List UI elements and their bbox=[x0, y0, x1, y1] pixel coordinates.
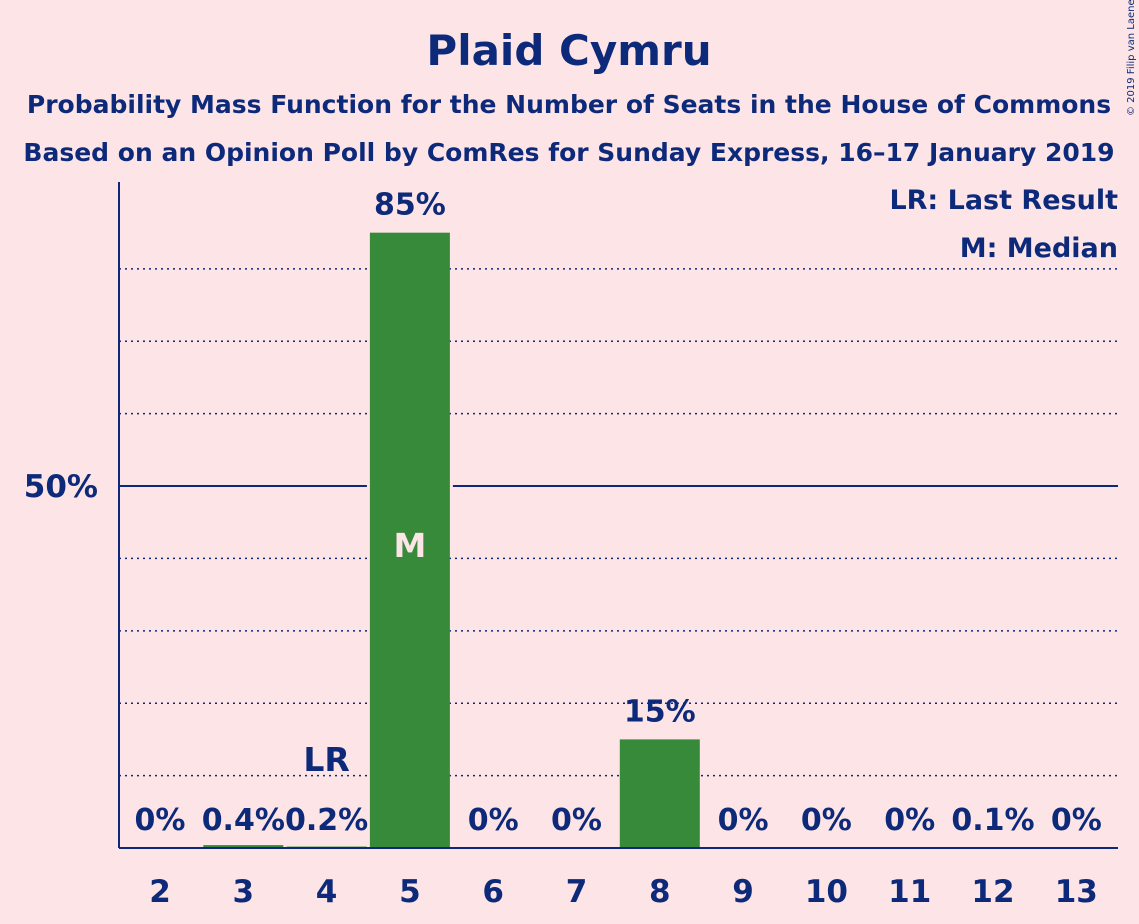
x-tick-label-11: 11 bbox=[888, 874, 931, 910]
legend-median: M: Median bbox=[960, 233, 1118, 264]
median-marker: M bbox=[393, 526, 426, 565]
x-tick-label-12: 12 bbox=[971, 874, 1014, 910]
x-tick-label-6: 6 bbox=[482, 874, 504, 910]
data-label-9: 0% bbox=[718, 803, 769, 838]
data-label-12: 0.1% bbox=[951, 803, 1034, 838]
data-label-13: 0% bbox=[1051, 803, 1102, 838]
x-tick-label-10: 10 bbox=[805, 874, 848, 910]
chart-title: Plaid Cymru bbox=[426, 26, 711, 75]
bar-5 bbox=[369, 232, 450, 848]
data-label-6: 0% bbox=[468, 803, 519, 838]
chart-subtitle-1: Probability Mass Function for the Number… bbox=[27, 90, 1111, 119]
bar-gap-left-5 bbox=[366, 484, 370, 489]
bar-gap-right-5 bbox=[449, 484, 453, 489]
data-label-5: 85% bbox=[374, 188, 446, 223]
axes: 50% 2 3 4 5 6 7 8 9 10 11 12 13 bbox=[24, 182, 1118, 910]
data-label-10: 0% bbox=[801, 803, 852, 838]
x-tick-label-7: 7 bbox=[566, 874, 588, 910]
data-label-7: 0% bbox=[551, 803, 602, 838]
y-tick-label-50: 50% bbox=[24, 469, 98, 505]
legend-last-result: LR: Last Result bbox=[889, 185, 1118, 216]
data-label-4: 0.2% bbox=[285, 803, 368, 838]
data-label-2: 0% bbox=[135, 803, 186, 838]
x-tick-label-2: 2 bbox=[149, 874, 171, 910]
data-label-11: 0% bbox=[884, 803, 935, 838]
x-tick-label-5: 5 bbox=[399, 874, 421, 910]
bar-3 bbox=[203, 845, 284, 848]
gridlines bbox=[119, 268, 1118, 777]
x-tick-label-13: 13 bbox=[1055, 874, 1098, 910]
bars bbox=[203, 232, 1033, 849]
x-tick-label-9: 9 bbox=[732, 874, 754, 910]
bar-8 bbox=[619, 739, 700, 848]
copyright-note: © 2019 Filip van Laenen bbox=[1126, 0, 1137, 116]
data-label-8: 15% bbox=[624, 694, 696, 729]
last-result-marker: LR bbox=[303, 740, 349, 779]
x-tick-label-8: 8 bbox=[649, 874, 671, 910]
x-tick-label-3: 3 bbox=[233, 874, 255, 910]
data-labels: 0% 0.4% 0.2% LR 85% M 0% 0% 15% 0% 0% 0% 0.1% 0% bbox=[135, 188, 1102, 838]
x-tick-label-4: 4 bbox=[316, 874, 338, 910]
data-label-3: 0.4% bbox=[202, 803, 285, 838]
chart-subtitle-2: Based on an Opinion Poll by ComRes for S… bbox=[23, 138, 1114, 167]
